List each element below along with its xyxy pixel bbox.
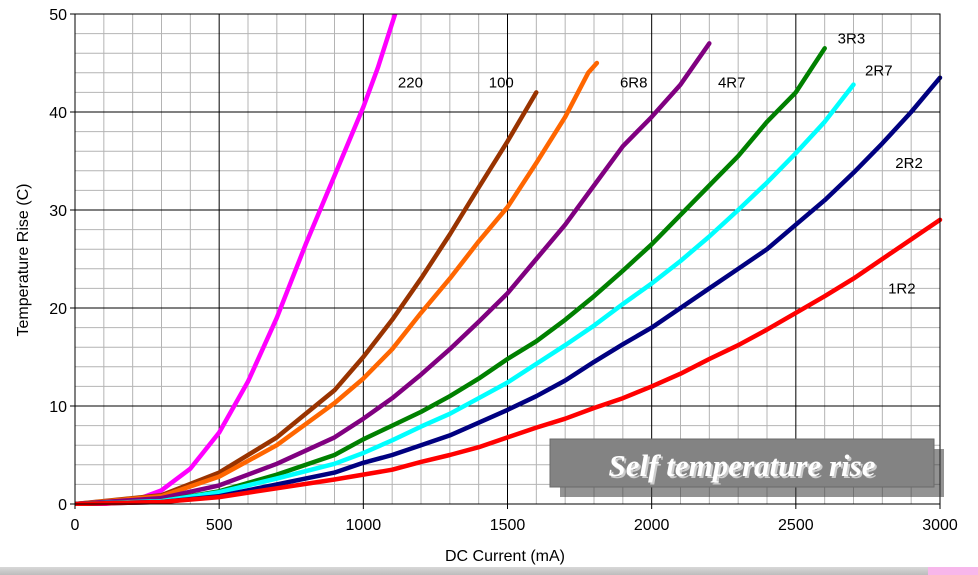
title-badge: Self temperature rise Self temperature r… xyxy=(549,438,944,497)
title-badge-text: Self temperature rise xyxy=(609,448,876,483)
series-line-2r7 xyxy=(75,82,856,506)
series-line-2r2 xyxy=(75,75,943,506)
x-tick-label: 2000 xyxy=(634,517,670,534)
y-axis-title: Temperature Rise (C) xyxy=(15,184,32,337)
x-tick-label: 3000 xyxy=(922,517,958,534)
series-labels: 220 100 6R8 4R7 3R3 2R7 2R2 1R2 xyxy=(398,30,923,297)
series-label-4r7: 4R7 xyxy=(718,75,746,92)
x-tick-label: 2500 xyxy=(778,517,814,534)
series-line-3r3 xyxy=(75,46,827,506)
x-tick-label: 1000 xyxy=(346,517,382,534)
series-label-220: 220 xyxy=(398,75,423,92)
y-tick-label: 50 xyxy=(49,7,67,24)
x-tick-label: 0 xyxy=(71,517,80,534)
x-tick-label: 1500 xyxy=(490,517,526,534)
series-line-6r8 xyxy=(75,60,600,506)
axis-ticks: 0 500 1000 1500 2000 2500 3000 0 10 20 30 40 50 xyxy=(49,7,958,534)
strip-accent xyxy=(928,567,978,575)
series-label-1r2: 1R2 xyxy=(888,280,916,297)
x-tick-label: 500 xyxy=(206,517,233,534)
series-lines xyxy=(75,14,943,506)
series-line-1r2 xyxy=(75,217,943,506)
x-axis-title: DC Current (mA) xyxy=(445,548,565,565)
title-badge-shadow: Self temperature rise xyxy=(611,450,878,485)
series-label-2r2: 2R2 xyxy=(895,155,923,172)
bottom-strip xyxy=(0,567,978,575)
series-label-3r3: 3R3 xyxy=(838,30,866,47)
y-tick-label: 40 xyxy=(49,105,67,122)
y-tick-label: 0 xyxy=(58,497,67,514)
y-tick-label: 30 xyxy=(49,203,67,220)
y-tick-label: 10 xyxy=(49,399,67,416)
y-tick-label: 20 xyxy=(49,301,67,318)
series-label-2r7: 2R7 xyxy=(865,63,893,80)
series-line-4r7 xyxy=(75,41,712,506)
series-line-100 xyxy=(75,90,539,506)
series-label-100: 100 xyxy=(489,75,514,92)
series-label-6r8: 6R8 xyxy=(620,75,648,92)
